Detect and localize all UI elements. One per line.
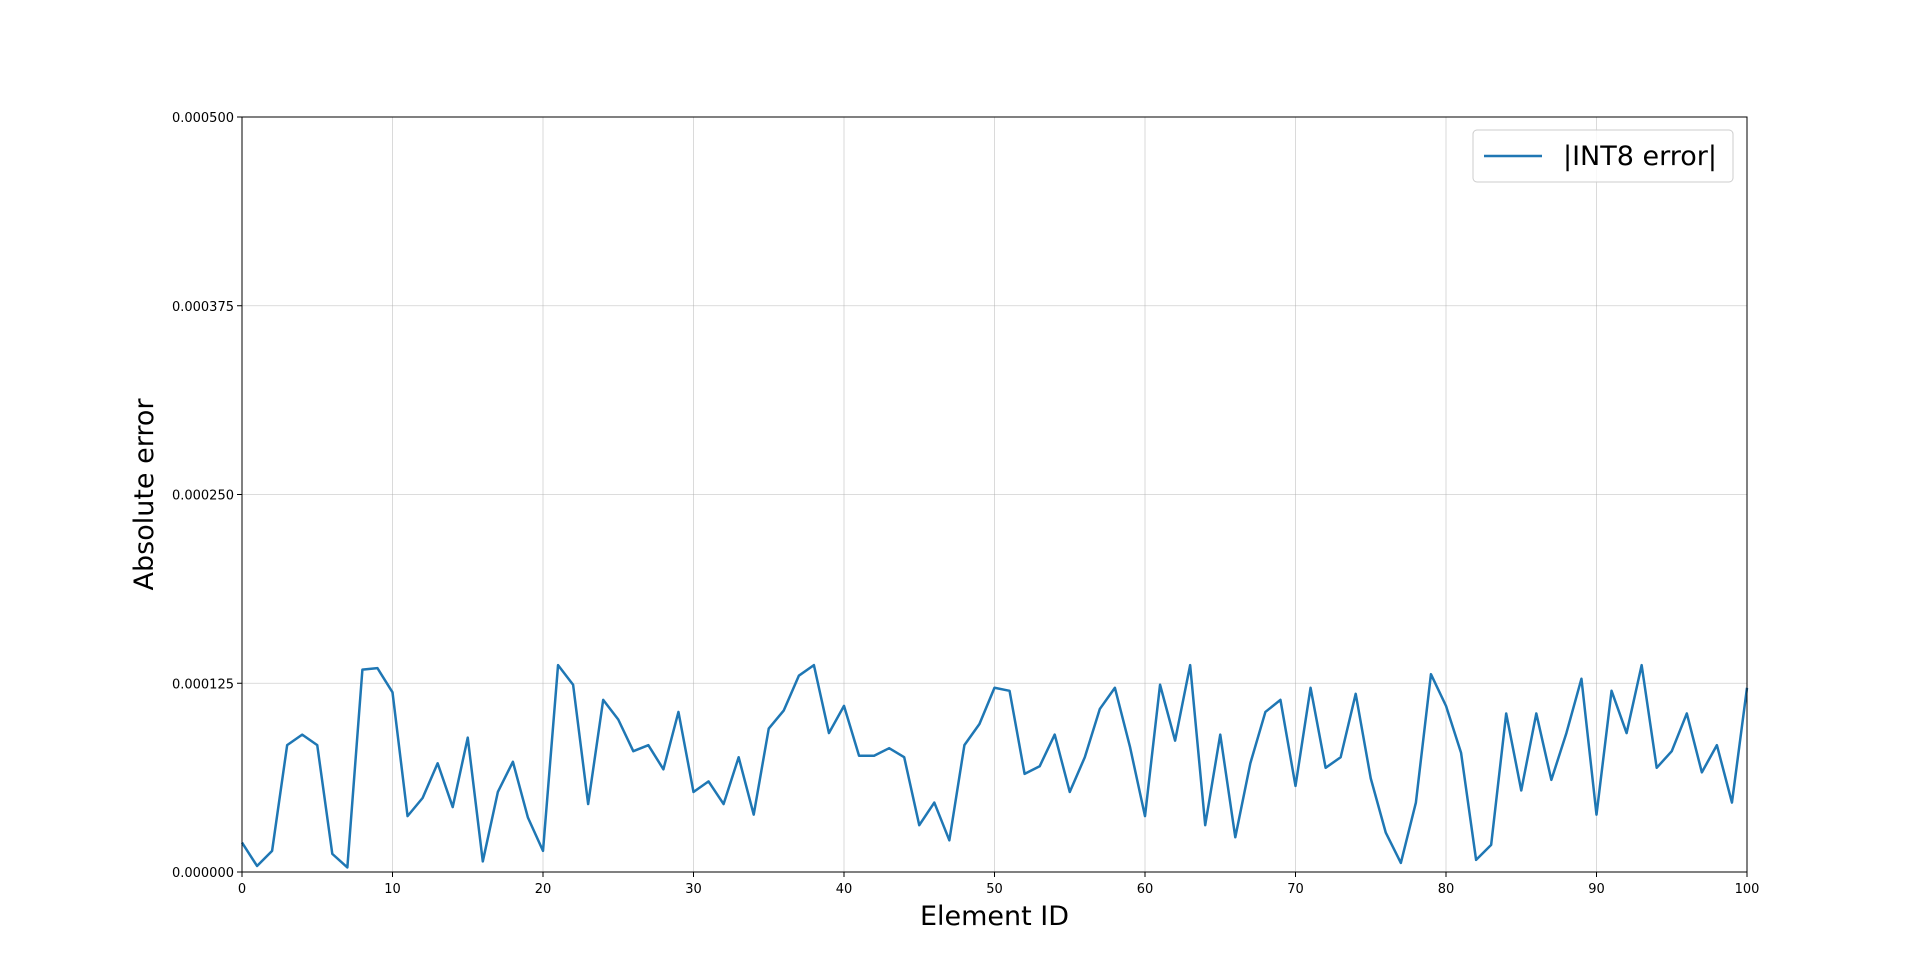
y-tick-label: 0.000000 (172, 866, 234, 881)
x-tick-label: 0 (238, 882, 246, 897)
x-axis-title: Element ID (920, 901, 1069, 932)
x-tick-label: 10 (384, 882, 401, 897)
x-tick-label: 40 (836, 882, 853, 897)
x-tick-label: 20 (535, 882, 552, 897)
y-tick-label: 0.000250 (172, 489, 234, 504)
plot-frame (241, 116, 1748, 873)
x-axis: 0 10 20 30 40 50 60 70 80 90 100 (238, 872, 1760, 897)
x-tick-label: 50 (986, 882, 1003, 897)
series-layer (240, 663, 1749, 869)
x-tick-label: 70 (1287, 882, 1304, 897)
series-line (240, 663, 1749, 869)
y-tick-label: 0.000125 (172, 677, 234, 692)
x-tick-label: 60 (1137, 882, 1154, 897)
x-tick-label: 30 (685, 882, 702, 897)
y-tick-label: 0.000375 (172, 300, 234, 315)
grid (241, 116, 1748, 873)
y-tick-label: 0.000500 (172, 111, 234, 126)
y-axis-title: Absolute error (129, 398, 160, 591)
legend-box (1472, 129, 1734, 183)
legend-label: |INT8 error| (1563, 141, 1717, 172)
x-tick-label: 90 (1588, 882, 1605, 897)
x-tick-label: 80 (1438, 882, 1455, 897)
y-axis: 0.000000 0.000125 0.000250 0.000375 0.000500 (172, 111, 242, 881)
legend: |INT8 error| (1472, 129, 1734, 183)
x-tick-label: 100 (1735, 882, 1760, 897)
